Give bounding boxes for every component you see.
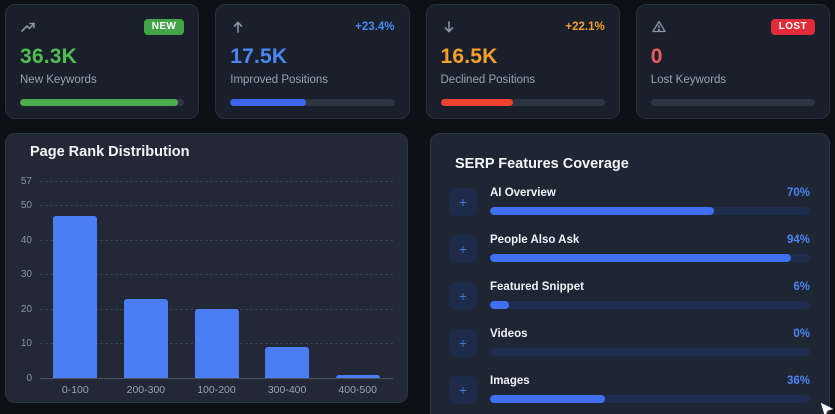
x-axis-tick-label: 400-500 — [338, 384, 377, 396]
stat-value: 17.5K — [230, 45, 288, 68]
chart-title: Page Rank Distribution — [30, 144, 190, 160]
serp-progress-track — [490, 348, 810, 356]
expand-plus-icon[interactable]: + — [449, 329, 477, 357]
x-axis-line — [40, 378, 393, 379]
mouse-cursor — [820, 402, 835, 414]
progress-fill — [440, 99, 513, 106]
serp-feature-label: People Also Ask — [490, 234, 580, 246]
serp-progress-fill — [490, 395, 606, 403]
serp-row-videos: + Videos 0% — [449, 327, 810, 374]
stat-label: New Keywords — [20, 74, 97, 86]
serp-feature-percent: 6% — [793, 281, 810, 293]
progress-fill — [230, 99, 306, 106]
y-axis-tick-label: 57 — [20, 176, 32, 187]
serp-title: SERP Features Coverage — [455, 156, 629, 172]
stat-card-lost-keywords[interactable]: LOST 0 Lost Keywords — [635, 4, 830, 119]
stat-value: 36.3K — [20, 45, 78, 68]
serp-feature-label: Images — [490, 375, 530, 387]
serp-feature-percent: 0% — [793, 328, 810, 340]
trending-up-icon — [20, 19, 36, 35]
serp-feature-percent: 94% — [786, 234, 810, 246]
bar-chart: 57 50 40 30 20 10 0 0-100 200-300 100-200 300-400 4… — [6, 134, 407, 402]
y-axis-tick-label: 20 — [20, 303, 32, 315]
chart-bar-0-100[interactable] — [53, 215, 98, 378]
stat-label: Improved Positions — [230, 74, 329, 86]
serp-feature-percent: 70% — [786, 187, 810, 199]
progress-track — [440, 99, 605, 106]
stat-value: 0 — [650, 45, 663, 68]
x-axis-tick-label: 300-400 — [267, 384, 307, 396]
progress-track — [20, 99, 185, 106]
stat-card-declined-positions[interactable]: +22.1% 16.5K Declined Positions — [425, 4, 620, 119]
chart-bar-400-500[interactable] — [335, 374, 380, 378]
serp-row-featured-snippet: + Featured Snippet 6% — [449, 280, 810, 327]
stat-label: Lost Keywords — [650, 74, 727, 86]
serp-row-people-also-ask: + People Also Ask 94% — [449, 233, 810, 280]
gridline — [40, 239, 393, 241]
y-axis-tick-label: 50 — [20, 200, 32, 212]
stat-card-row: NEW 36.3K New Keywords +23.4% 17.5K Impr… — [5, 4, 830, 119]
expand-plus-icon[interactable]: + — [449, 188, 477, 216]
delta-percent: +23.4% — [355, 21, 395, 33]
chart-bar-100-200[interactable] — [194, 308, 239, 378]
chart-bar-300-400[interactable] — [265, 346, 310, 378]
serp-progress-track — [490, 254, 810, 262]
expand-plus-icon[interactable]: + — [449, 235, 477, 263]
serp-progress-track — [490, 301, 810, 309]
arrow-up-icon — [230, 19, 246, 35]
y-axis-tick-label: 40 — [20, 234, 32, 246]
serp-feature-list: + AI Overview 70% + People Also Ask 94% — [449, 186, 810, 414]
progress-track — [230, 99, 395, 106]
arrow-down-icon — [441, 19, 457, 35]
lost-badge: LOST — [770, 19, 815, 35]
serp-feature-label: AI Overview — [490, 187, 556, 199]
chart-bar-200-300[interactable] — [123, 298, 168, 378]
serp-feature-label: Featured Snippet — [490, 281, 584, 293]
progress-track — [650, 99, 815, 106]
serp-feature-label: Videos — [490, 328, 528, 340]
stat-value: 16.5K — [440, 45, 498, 68]
stat-label: Declined Positions — [440, 74, 536, 86]
new-badge: NEW — [143, 19, 185, 35]
serp-progress-track — [490, 207, 810, 215]
y-axis-tick-label: 0 — [26, 373, 32, 384]
serp-progress-track — [490, 395, 810, 403]
serp-progress-fill — [490, 207, 714, 215]
serp-progress-fill — [490, 301, 510, 309]
y-axis-tick-label: 30 — [20, 269, 32, 281]
gridline — [40, 181, 393, 182]
gridline — [40, 274, 393, 276]
y-axis-tick-label: 10 — [20, 338, 32, 350]
serp-features-panel: SERP Features Coverage + AI Overview 70%… — [430, 133, 830, 414]
serp-feature-percent: 36% — [786, 375, 810, 387]
x-axis-tick-label: 0-100 — [61, 384, 89, 396]
warning-icon — [651, 19, 667, 35]
serp-row-images: + Images 36% — [449, 374, 810, 414]
stat-card-new-keywords[interactable]: NEW 36.3K New Keywords — [5, 4, 200, 119]
x-axis-tick-label: 100-200 — [197, 384, 236, 396]
gridline — [40, 205, 393, 207]
expand-plus-icon[interactable]: + — [449, 282, 477, 310]
serp-progress-fill — [490, 254, 791, 262]
page-rank-distribution-panel: Page Rank Distribution 57 50 40 30 20 10 0 0-10… — [5, 133, 408, 403]
progress-fill — [20, 99, 178, 106]
delta-percent: +22.1% — [565, 21, 605, 33]
serp-row-ai-overview: + AI Overview 70% — [449, 186, 810, 233]
stat-card-improved-positions[interactable]: +23.4% 17.5K Improved Positions — [215, 4, 410, 119]
x-axis-tick-label: 200-300 — [126, 384, 166, 396]
expand-plus-icon[interactable]: + — [449, 376, 477, 404]
